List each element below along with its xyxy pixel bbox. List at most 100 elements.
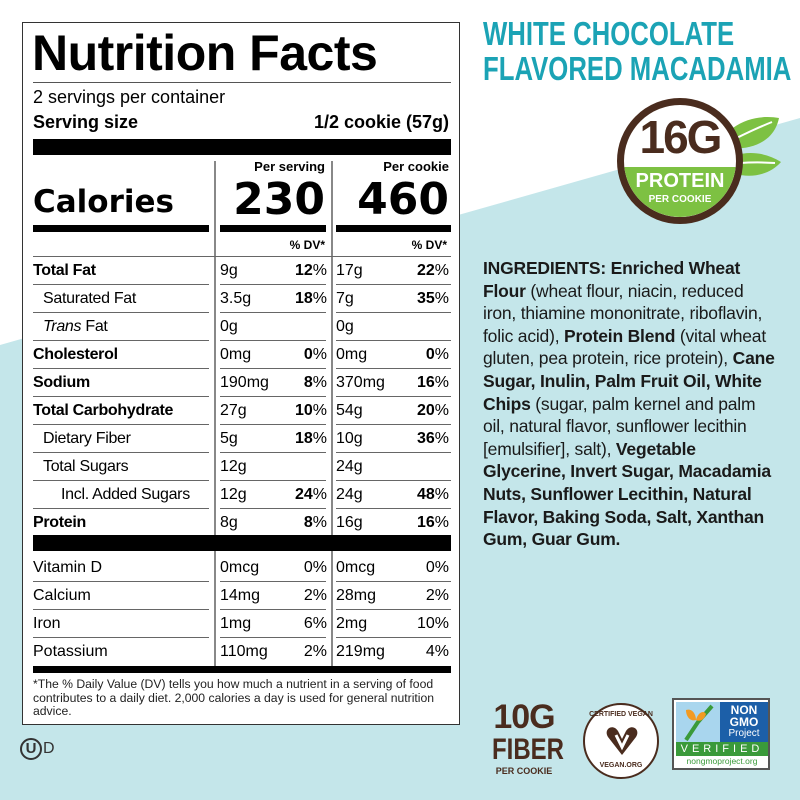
cookie-dv: 10% (416, 615, 449, 632)
thick-divider (33, 139, 451, 155)
dv-value: 8 (303, 514, 313, 531)
dv-value: 22 (416, 262, 435, 279)
divider (33, 396, 209, 397)
dv-value: 36 (416, 430, 435, 447)
ingredients-list: INGREDIENTS: Enriched Wheat Flour (wheat… (483, 257, 778, 551)
cookie-amount: 28mg (336, 587, 377, 604)
serving-size-label: Serving size (33, 112, 139, 132)
divider (220, 480, 326, 481)
divider (33, 312, 209, 313)
serving-amount: 110mg (220, 643, 268, 660)
nutrient-row: Trans Fat 0g 0g (33, 313, 451, 341)
nutrient-name: Total Sugars (43, 458, 129, 475)
dv-value: 8 (303, 374, 313, 391)
cookie-dv: 0% (425, 346, 449, 363)
cookie-amount: 0g (336, 318, 354, 335)
nutrient-name: Dietary Fiber (43, 430, 131, 447)
cookie-amount: 219mg (336, 643, 385, 660)
nutrient-name: Cholesterol (33, 346, 118, 363)
serving-dv: 2% (303, 587, 327, 604)
serving-dv: 2% (303, 643, 327, 660)
vegan-seal-top: CERTIFIED VEGAN (589, 711, 653, 718)
cookie-amount: 0mg (336, 346, 368, 363)
serving-amount: 3.5g (220, 290, 252, 307)
nongmo-verified: VERIFIED (676, 742, 768, 756)
dv-header-cookie: % DV* (411, 238, 447, 252)
fiber-label: FIBER (492, 733, 564, 766)
divider (33, 637, 209, 638)
cookie-dv: 16% (416, 514, 449, 531)
divider (33, 508, 209, 509)
calories-per-serving: 230 (233, 174, 325, 225)
cookie-amount: 2mg (336, 615, 368, 632)
column-divider (331, 161, 333, 667)
fiber-badge: 10G FIBER PER COOKIE (484, 700, 564, 777)
serving-dv: 0% (303, 346, 327, 363)
nongmo-url: nongmoproject.org (686, 756, 758, 766)
cookie-dv: 48% (416, 486, 449, 503)
divider (336, 609, 451, 610)
serving-dv: 10% (294, 402, 327, 419)
calories-bar (336, 225, 451, 232)
vitamin-row: Vitamin D 0mcg 0% 0mcg 0% (33, 554, 451, 582)
dv-value: 16 (416, 374, 435, 391)
divider (33, 368, 209, 369)
serving-amount: 0mg (220, 346, 252, 363)
divider (336, 312, 451, 313)
serving-amount: 1mg (220, 615, 252, 632)
flavor-line-1: WHITE CHOCOLATE (483, 15, 735, 52)
cookie-dv: 2% (425, 587, 449, 604)
nutrient-row: Total Carbohydrate 27g 10% 54g 20% (33, 397, 451, 425)
nutrient-row: Cholesterol 0mg 0% 0mg 0% (33, 341, 451, 369)
nutrient-name: Protein (33, 514, 87, 531)
vitamin-row: Iron 1mg 6% 2mg 10% (33, 610, 451, 638)
divider (336, 424, 451, 425)
serving-dv: 24% (294, 486, 327, 503)
dv-value: 0 (303, 346, 313, 363)
fiber-amount: 10G (493, 698, 555, 736)
serving-dv: 6% (303, 615, 327, 632)
divider (33, 581, 209, 582)
protein-sub: PER COOKIE (648, 194, 712, 205)
nutrient-name: Total Fat (33, 262, 96, 279)
kosher-symbol: U D (20, 738, 55, 760)
divider (336, 452, 451, 453)
calories-bar (220, 225, 326, 232)
divider (33, 256, 451, 257)
cookie-amount: 370mg (336, 374, 385, 391)
divider (336, 284, 451, 285)
ingredient-bold: Cane Sugar, Inulin, Palm Fruit Oil, Whit… (483, 348, 775, 414)
vegan-heart-icon (606, 727, 638, 755)
vitamin-row: Potassium 110mg 2% 219mg 4% (33, 638, 451, 666)
ingredient-bold: Vegetable Glycerine, Invert Sugar, Macad… (483, 438, 771, 550)
cookie-amount: 10g (336, 430, 363, 447)
per-serving-header: Per serving (254, 159, 325, 174)
nutrient-row: Dietary Fiber 5g 18% 10g 36% (33, 425, 451, 453)
cookie-amount: 17g (336, 262, 363, 279)
serving-amount: 190mg (220, 374, 269, 391)
divider (33, 480, 209, 481)
certified-vegan-seal: CERTIFIED VEGAN VEGAN.ORG (583, 703, 659, 779)
divider (33, 452, 209, 453)
nutrient-row: Incl. Added Sugars 12g 24% 24g 48% (33, 481, 451, 509)
fiber-sub: PER COOKIE (495, 766, 553, 776)
divider (336, 581, 451, 582)
nutrition-facts-label: Nutrition Facts 2 servings per container… (22, 22, 460, 725)
per-cookie-header: Per cookie (383, 159, 449, 174)
calories-bar (33, 225, 209, 232)
protein-label: PROTEIN (635, 170, 725, 192)
divider (220, 452, 326, 453)
dv-value: 16 (416, 514, 435, 531)
dv-value: 18 (294, 290, 313, 307)
divider (336, 340, 451, 341)
serving-amount: 5g (220, 430, 238, 447)
cookie-amount: 24g (336, 458, 363, 475)
serving-amount: 9g (220, 262, 238, 279)
vitamin-row: Calcium 14mg 2% 28mg 2% (33, 582, 451, 610)
divider (336, 508, 451, 509)
vitamin-name: Calcium (33, 587, 91, 604)
divider (220, 312, 326, 313)
divider (33, 284, 209, 285)
divider (220, 340, 326, 341)
serving-dv: 8% (303, 514, 327, 531)
